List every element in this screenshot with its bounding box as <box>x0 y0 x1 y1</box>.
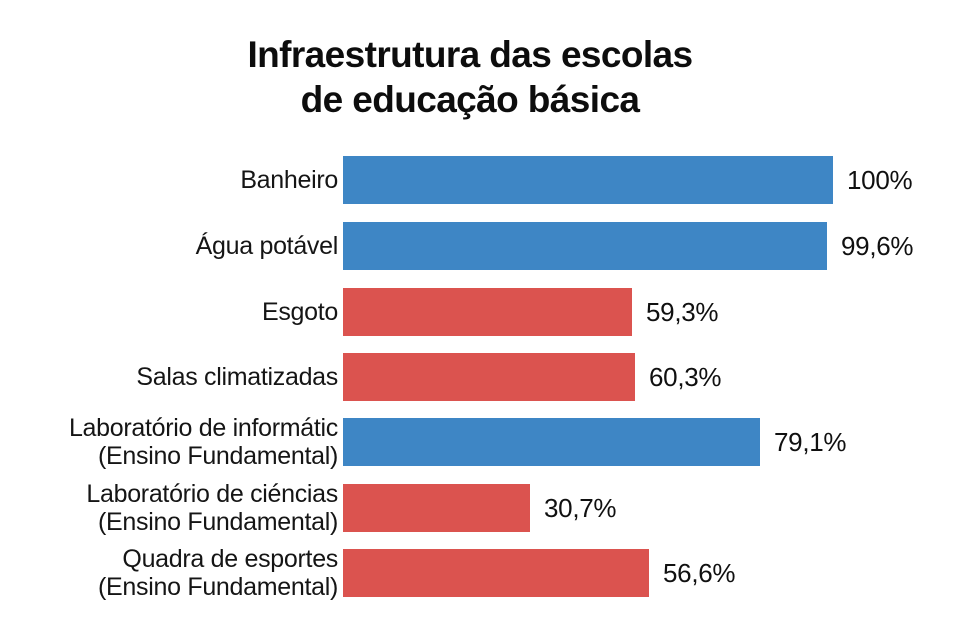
value-label: 60,3% <box>649 361 722 392</box>
bar <box>343 288 632 336</box>
bar <box>343 353 635 401</box>
value-label: 56,6% <box>663 557 736 588</box>
value-label: 30,7% <box>544 492 617 523</box>
category-label: Banheiro <box>240 166 338 194</box>
bar <box>343 484 530 532</box>
bar <box>343 222 827 270</box>
chart-title-line2: de educação básica <box>300 79 640 120</box>
bar <box>343 156 833 204</box>
value-label: 59,3% <box>646 296 719 327</box>
bar-row-agua-potavel: Água potável 99,6% <box>0 222 960 270</box>
category-label: Laboratório de ciéncias (Ensino Fundament… <box>86 480 338 536</box>
bar-row-salas-climatizadas: Salas climatizadas 60,3% <box>0 353 960 401</box>
bar-row-laboratorio-ciencias: Laboratório de ciéncias (Ensino Fundament… <box>0 480 960 536</box>
bar <box>343 418 760 466</box>
category-label: Esgoto <box>261 298 338 326</box>
bar-row-quadra-esportes: Quadra de esportes (Ensino Fundamental) 5… <box>0 545 960 601</box>
category-label: Laboratório de informátic (Ensino Fundame… <box>68 414 338 470</box>
chart-title: Infraestrutura das escolas de educação bá… <box>0 32 940 122</box>
bar-row-laboratorio-informatica: Laboratório de informátic (Ensino Fundame… <box>0 414 960 470</box>
chart-title-line1: Infraestrutura das escolas <box>247 34 693 75</box>
bar <box>343 549 649 597</box>
bar-row-esgoto: Esgoto 59,3% <box>0 288 960 336</box>
bar-row-banheiro: Banheiro 100% <box>0 156 960 204</box>
value-label: 100% <box>847 164 913 195</box>
category-label: Salas climatizadas <box>136 363 338 391</box>
value-label: 99,6% <box>841 230 914 261</box>
category-label: Água potável <box>195 232 339 260</box>
value-label: 79,1% <box>774 426 847 457</box>
category-label: Quadra de esportes (Ensino Fundamental) <box>98 545 338 601</box>
